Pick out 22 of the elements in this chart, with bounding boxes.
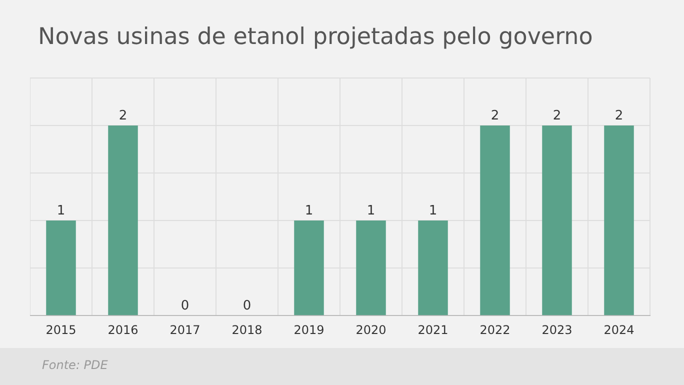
- x-tick-label: 2016: [108, 322, 138, 337]
- x-tick-label: 2022: [480, 322, 510, 337]
- data-label: 2: [490, 108, 500, 124]
- data-label: 0: [242, 298, 252, 314]
- x-tick-label: 2015: [46, 322, 76, 337]
- source-note: Fonte: PDE: [42, 358, 108, 372]
- data-label: 1: [428, 203, 438, 218]
- data-label: 1: [304, 203, 314, 218]
- data-label: 2: [118, 108, 128, 124]
- x-tick-label: 2017: [170, 322, 200, 337]
- data-label: 1: [56, 203, 66, 218]
- x-tick-label: 2020: [356, 322, 386, 337]
- chart-title: Novas usinas de etanol projetadas pelo governo: [38, 24, 593, 50]
- data-label: 1: [366, 203, 376, 218]
- x-tick-label: 2021: [418, 322, 448, 337]
- data-label: 0: [180, 298, 190, 314]
- x-tick-label: 2024: [604, 322, 634, 337]
- x-tick-label: 2018: [232, 322, 262, 337]
- data-label: 2: [614, 108, 624, 124]
- data-label: 2: [552, 108, 562, 124]
- x-tick-label: 2019: [294, 322, 324, 337]
- x-tick-label: 2023: [542, 322, 572, 337]
